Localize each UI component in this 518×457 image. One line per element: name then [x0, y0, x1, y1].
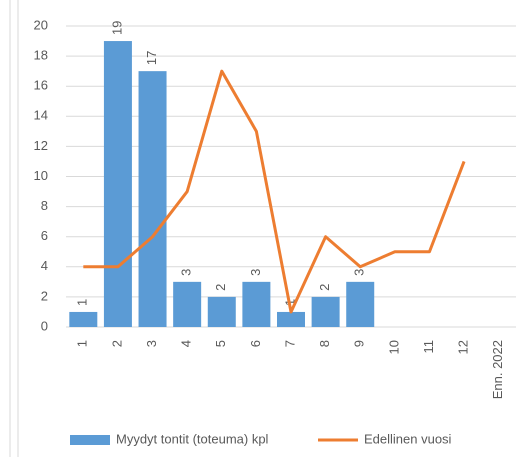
y-tick-label: 16 [34, 78, 48, 93]
x-tick-label: 10 [386, 340, 401, 354]
legend-swatch [70, 435, 110, 445]
x-tick-label: 8 [317, 340, 332, 347]
data-label: 17 [144, 51, 159, 65]
bar [242, 281, 271, 327]
y-tick-label: 4 [41, 258, 48, 273]
bar [69, 311, 98, 327]
x-tick-label: Enn. 2022 [490, 340, 505, 399]
legend-label: Edellinen vuosi [364, 431, 452, 446]
data-label: 3 [179, 269, 194, 276]
bar [138, 71, 167, 328]
y-tick-label: 2 [41, 288, 48, 303]
bar [277, 311, 305, 327]
data-label: 19 [109, 21, 124, 35]
y-tick-label: 18 [34, 48, 48, 63]
x-tick-label: 5 [213, 340, 228, 347]
bar [207, 296, 236, 327]
bar [173, 281, 202, 327]
x-tick-label: 7 [282, 340, 297, 347]
y-tick-label: 20 [34, 17, 48, 32]
line [83, 69, 466, 314]
y-tick-label: 8 [41, 198, 48, 213]
x-tick-label: 9 [352, 340, 367, 347]
y-tick-label: 10 [34, 168, 48, 183]
y-tick-label: 0 [41, 318, 48, 333]
x-tick-label: 6 [248, 340, 263, 347]
y-tick-label: 14 [34, 108, 48, 123]
data-label: 3 [352, 269, 367, 276]
x-tick-label: 4 [179, 340, 194, 347]
x-tick-label: 3 [144, 340, 159, 347]
y-tick-label: 6 [41, 228, 48, 243]
x-tick-label: 12 [456, 340, 471, 354]
x-tick-label: 1 [75, 340, 90, 347]
data-label: 2 [213, 284, 228, 291]
data-label: 2 [317, 284, 332, 291]
y-tick-label: 12 [34, 138, 48, 153]
bar [346, 281, 375, 327]
data-label: 1 [75, 299, 90, 306]
bar [103, 41, 132, 328]
legend-label: Myydyt tontit (toteuma) kpl [116, 431, 269, 446]
x-tick-label: 11 [421, 340, 436, 354]
x-tick-label: 2 [109, 340, 124, 347]
data-label: 3 [248, 269, 263, 276]
bar [311, 296, 340, 327]
